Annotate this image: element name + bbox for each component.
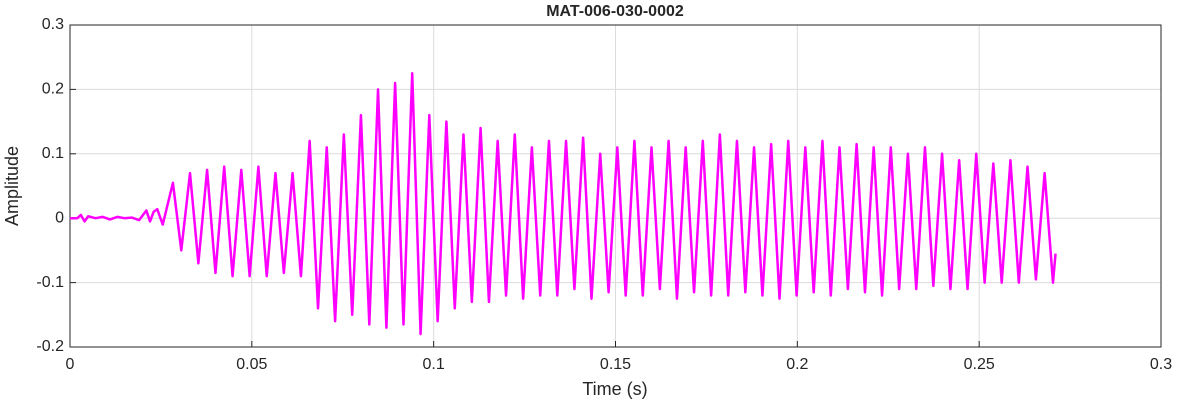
x-axis-label: Time (s) (582, 379, 647, 399)
y-tick-label: -0.2 (36, 338, 64, 355)
x-tick-label: 0.25 (964, 356, 995, 373)
x-tick-label: 0.15 (600, 356, 631, 373)
y-tick-label: 0.3 (42, 16, 64, 33)
y-tick-label: 0.1 (42, 145, 64, 162)
x-tick-label: 0 (66, 356, 75, 373)
x-tick-label: 0.2 (786, 356, 808, 373)
x-tick-label: 0.1 (423, 356, 445, 373)
x-tick-label: 0.05 (236, 356, 267, 373)
waveform-line (70, 72, 1057, 336)
y-tick-label: -0.1 (36, 274, 64, 291)
y-axis-label: Amplitude (2, 146, 22, 226)
chart-title: MAT-006-030-0002 (546, 3, 684, 20)
plot-frame (69, 24, 1162, 348)
y-tick-label: 0.2 (42, 81, 64, 98)
x-tick-label: 0.3 (1150, 356, 1172, 373)
y-tick-label: 0 (55, 209, 64, 226)
